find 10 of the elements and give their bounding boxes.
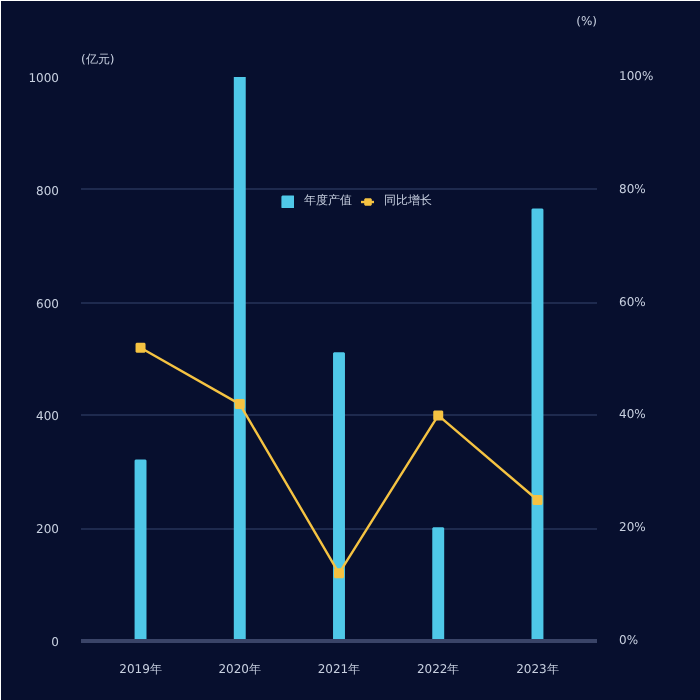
point xyxy=(334,568,344,579)
bar xyxy=(531,208,544,641)
bar xyxy=(432,527,445,641)
point xyxy=(234,399,245,410)
bar xyxy=(134,459,147,641)
point xyxy=(433,410,444,421)
point xyxy=(532,495,543,505)
point xyxy=(135,342,146,353)
bar xyxy=(333,352,345,641)
bar xyxy=(233,77,246,641)
